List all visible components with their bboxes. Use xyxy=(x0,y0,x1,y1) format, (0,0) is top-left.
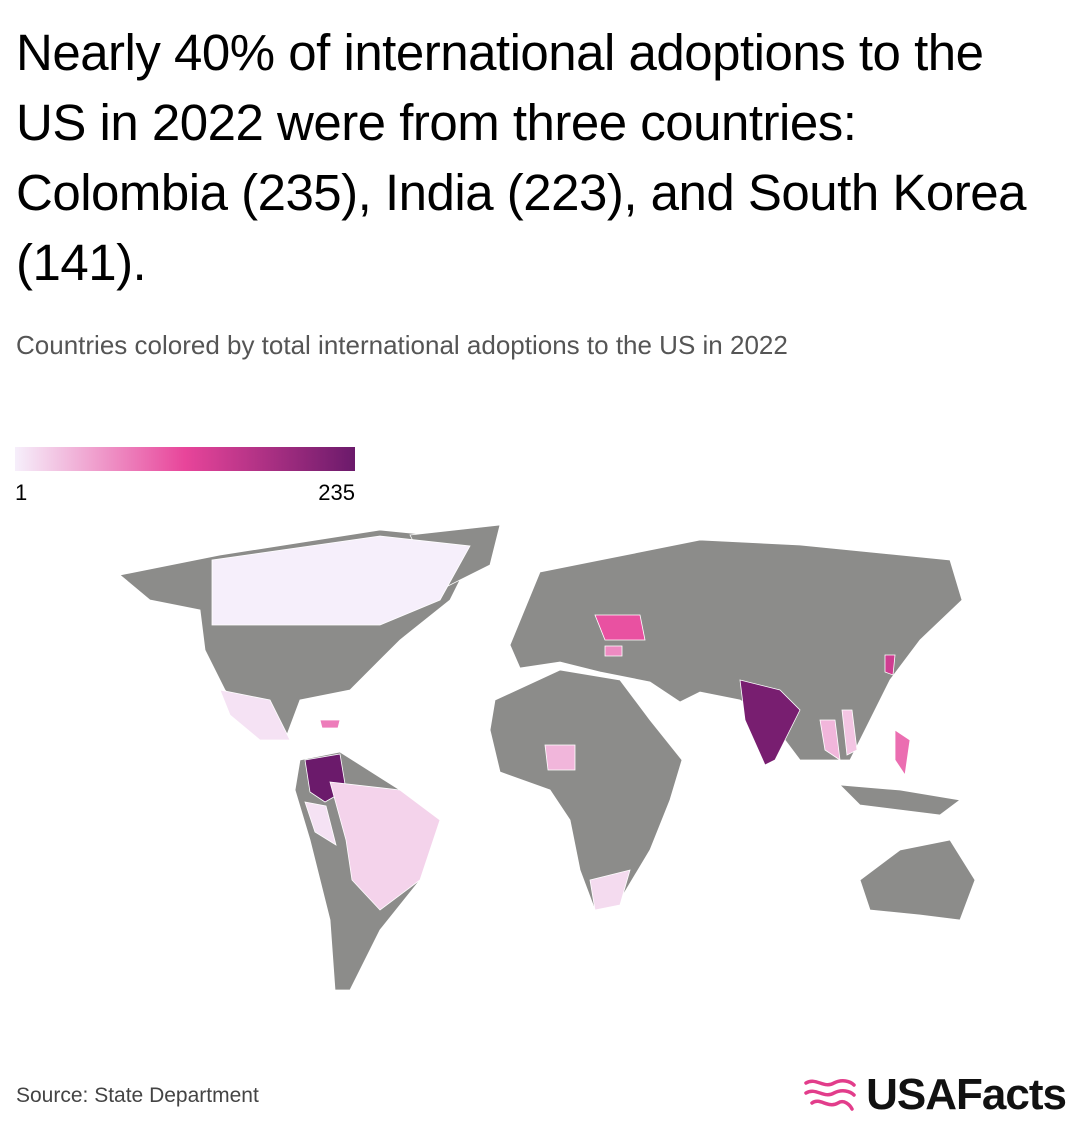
country xyxy=(841,709,858,756)
logo: USAFacts xyxy=(802,1070,1067,1120)
country xyxy=(219,689,291,741)
colorbar-max: 235 xyxy=(318,480,355,505)
logo-icon xyxy=(804,1079,856,1111)
country xyxy=(304,801,337,846)
country xyxy=(894,729,911,777)
country xyxy=(739,679,801,766)
country xyxy=(329,781,441,911)
country xyxy=(589,869,631,911)
logo-text: USAFacts xyxy=(866,1070,1067,1119)
countries xyxy=(211,535,911,911)
country xyxy=(594,614,646,641)
country xyxy=(544,744,576,771)
country xyxy=(604,645,623,657)
colorbar-min: 1 xyxy=(15,480,27,505)
subtitle: Countries colored by total international… xyxy=(16,330,788,360)
country xyxy=(211,535,471,626)
colorbar xyxy=(15,447,355,471)
country xyxy=(319,719,341,729)
map: 1 235 xyxy=(15,447,976,991)
country xyxy=(819,719,841,761)
country xyxy=(884,654,896,676)
title: Nearly 40% of international adoptions to… xyxy=(16,24,1026,291)
source: Source: State Department xyxy=(16,1084,259,1107)
